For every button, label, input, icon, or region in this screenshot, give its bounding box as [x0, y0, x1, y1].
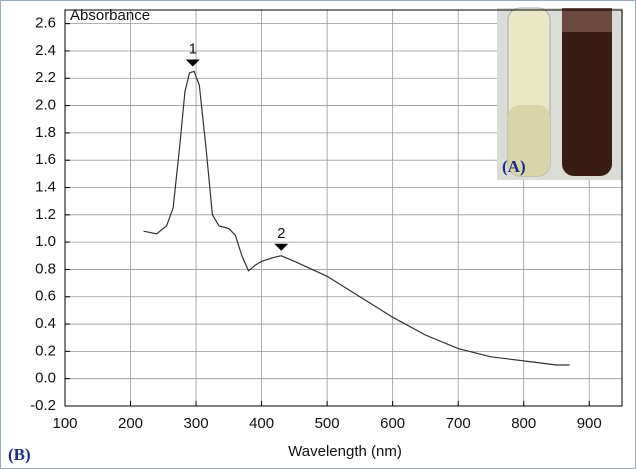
peak-label: 2: [277, 225, 285, 242]
inset-photo: [497, 7, 623, 180]
y-tick-label: 1.4: [35, 178, 56, 195]
peak-label: 1: [189, 40, 197, 57]
x-tick-label: 900: [577, 415, 602, 432]
y-tick-label: 1.6: [35, 151, 56, 168]
peak-marker: [185, 59, 200, 67]
y-tick-label: 0.6: [35, 288, 56, 305]
y-tick-label: -0.2: [30, 397, 56, 414]
plot-frame: [64, 9, 623, 407]
x-tick-label: 800: [511, 415, 536, 432]
x-tick-label: 600: [380, 415, 405, 432]
y-tick-label: 0.8: [35, 260, 56, 277]
y-tick-label: 1.2: [35, 206, 56, 223]
x-tick-label: 400: [249, 415, 274, 432]
x-tick-label: 300: [184, 415, 209, 432]
x-tick-label: 700: [446, 415, 471, 432]
y-tick-label: 2.0: [35, 97, 56, 114]
x-tick-label: 200: [118, 415, 143, 432]
y-axis-label: Absorbance: [70, 7, 150, 24]
y-tick-label: 2.2: [35, 69, 56, 86]
y-tick-label: 2.6: [35, 15, 56, 32]
tube-top: [562, 8, 612, 32]
tube-liquid: [508, 105, 550, 176]
y-tick-label: 2.4: [35, 42, 56, 59]
x-tick-label: 100: [52, 415, 77, 432]
x-axis-label: Wavelength (nm): [288, 443, 402, 460]
tube-dark: [562, 8, 612, 176]
y-tick-label: 1.0: [35, 233, 56, 250]
spectrum-line: [143, 70, 570, 366]
y-tick-label: 0.0: [35, 370, 56, 387]
panel-label: (B): [8, 445, 31, 464]
y-tick-label: 0.4: [35, 315, 56, 332]
y-tick-label: 0.2: [35, 342, 56, 359]
peak-marker: [274, 243, 289, 251]
inset-label: (A): [502, 157, 526, 176]
y-tick-label: 1.8: [35, 124, 56, 141]
x-tick-label: 500: [315, 415, 340, 432]
